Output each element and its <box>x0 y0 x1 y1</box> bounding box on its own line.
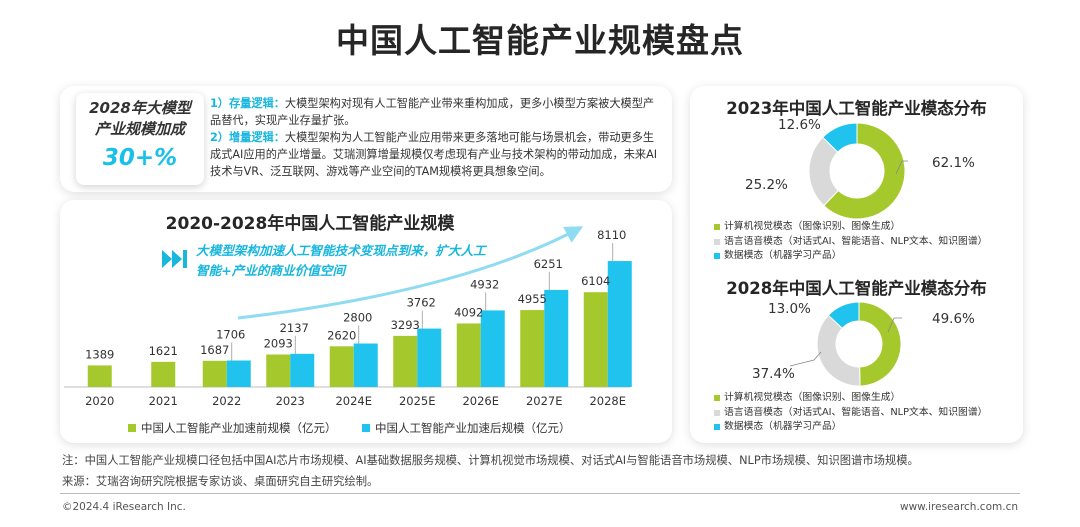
pie-2023-label-vision: 62.1% <box>932 155 975 171</box>
pie-2023-legend-data: 数据模态（机器学习产品） <box>714 249 987 264</box>
increment-logic: 2）增量逻辑：大模型架构为人工智能产业应用带来更多落地可能与场景机会，带动更多生… <box>210 131 658 178</box>
pie-2023-legend-language: 语言语音模态（对话式AI、智能语音、NLP文本、知识图谱） <box>714 235 987 250</box>
bar-before-2022 <box>202 360 227 387</box>
donut-slice-vision <box>823 122 906 220</box>
x-tick-2025E: 2025E <box>399 394 436 408</box>
bar-before-2020 <box>87 365 112 387</box>
x-tick-2021: 2021 <box>149 394 178 408</box>
pie-2023-legend: 计算机视觉模态（图像识别、图像生成） 语言语音模态（对话式AI、智能语音、NLP… <box>714 220 987 264</box>
bar-label-before-2027E: 4955 <box>518 292 547 306</box>
bar-label-after-2026E: 4932 <box>470 277 499 291</box>
bar-label-before-2022: 1687 <box>200 343 229 357</box>
bar-before-2021 <box>151 361 176 387</box>
pie-2028-label-data: 13.0% <box>768 301 811 317</box>
footer-copyright: ©2024.4 iResearch Inc. <box>62 501 186 513</box>
donut-slice-data <box>827 301 860 329</box>
trend-arrow <box>237 226 584 320</box>
bar-label-after-2027E: 6251 <box>534 257 563 271</box>
bar-after-2027E <box>544 289 569 387</box>
legend-item-before: 中国人工智能产业加速前规模（亿元） <box>128 420 337 436</box>
fast-forward-icon <box>162 250 187 268</box>
pie-2023-label-language: 25.2% <box>745 177 788 193</box>
bar-label-before-2025E: 3293 <box>391 318 420 332</box>
pie-2023-leader-lines <box>895 160 908 175</box>
bar-label-before-2024E: 2620 <box>327 328 356 342</box>
footer-divider <box>60 493 1020 494</box>
legend-item-after: 中国人工智能产业加速后规模（亿元） <box>362 420 571 436</box>
x-tick-2022: 2022 <box>212 394 241 408</box>
bar-after-2024E <box>353 343 378 387</box>
bar-label-before-2026E: 4092 <box>454 305 483 319</box>
stock-logic: 1）存量逻辑：大模型架构对现有人工智能产业带来重构加成，更多小模型方案被大模型产… <box>210 97 655 127</box>
bar-before-2025E <box>393 335 418 387</box>
legend-swatch-blue <box>362 424 370 432</box>
donut-slice-vision <box>858 301 902 387</box>
growth-badge-value: 30+% <box>102 145 178 171</box>
bar-before-2028E <box>583 292 608 387</box>
pie-2028-legend: 计算机视觉模态（图像识别、图像生成） 语言语音模态（对话式AI、智能语音、NLP… <box>714 391 987 435</box>
bar-before-2026E <box>456 323 481 387</box>
donut-2023 <box>808 122 906 220</box>
pie-2023-label-data: 12.6% <box>778 117 821 133</box>
bar-before-2023 <box>266 354 291 387</box>
pie-2028-leader-lines <box>789 317 902 367</box>
bar-chart-title: 2020-2028年中国人工智能产业规模 <box>165 214 455 234</box>
bar-label-after-2022: 1706 <box>216 328 245 342</box>
growth-badge <box>76 93 204 185</box>
x-tick-2026E: 2026E <box>462 394 499 408</box>
bar-after-2025E <box>417 328 442 387</box>
bar-label-before-2021: 1621 <box>149 344 178 358</box>
pie-2023-legend-vision: 计算机视觉模态（图像识别、图像生成） <box>714 220 987 235</box>
x-tick-2024E: 2024E <box>335 394 372 408</box>
bar-after-2028E <box>607 261 632 387</box>
pie-2023-title: 2023年中国人工智能产业模态分布 <box>726 99 987 118</box>
bar-label-after-2024E: 2800 <box>343 311 372 325</box>
donut-slice-data <box>822 122 858 153</box>
bar-before-2024E <box>329 346 354 387</box>
x-tick-2023: 2023 <box>276 394 305 408</box>
donut-slice-language <box>816 314 861 387</box>
bar-label-after-2028E: 8110 <box>597 228 626 242</box>
pie-2028-title: 2028年中国人工智能产业模态分布 <box>726 279 987 298</box>
x-tick-2020: 2020 <box>85 394 114 408</box>
bar-chart-annotation: 大模型架构加速人工智能技术变现点到来，扩大人工智能+产业的商业价值空间 <box>196 243 486 278</box>
legend-swatch-green <box>128 424 136 432</box>
bar-label-after-2025E: 3762 <box>407 296 436 310</box>
pie-2028-label-language: 37.4% <box>752 366 795 382</box>
footnote-source: 来源：艾瑞咨询研究院根据专家访谈、桌面研究自主研究绘制。 <box>62 475 379 488</box>
bar-label-after-2023: 2137 <box>280 321 309 335</box>
donut-2028 <box>816 301 902 387</box>
bar-label-before-2028E: 6104 <box>581 274 610 288</box>
pie-2028-legend-vision: 计算机视觉模态（图像识别、图像生成） <box>714 391 987 406</box>
bar-after-2023 <box>290 353 315 387</box>
logic-description: 1）存量逻辑：大模型架构对现有人工智能产业带来重构加成，更多小模型方案被大模型产… <box>210 95 665 180</box>
x-tick-2027E: 2027E <box>526 394 563 408</box>
bar-label-before-2020: 1389 <box>85 347 114 361</box>
pie-2028-legend-data: 数据模态（机器学习产品） <box>714 420 987 435</box>
bar-before-2027E <box>520 310 545 387</box>
pie-2028-legend-language: 语言语音模态（对话式AI、智能语音、NLP文本、知识图谱） <box>714 406 987 421</box>
bar-label-before-2023: 2093 <box>264 336 293 350</box>
x-tick-2028E: 2028E <box>589 394 626 408</box>
footer-website: www.iresearch.com.cn <box>899 501 1018 513</box>
page-title: 中国人工智能产业规模盘点 <box>336 21 744 60</box>
footnote-note: 注：中国人工智能产业规模口径包括中国AI芯片市场规模、AI基础数据服务规模、计算… <box>62 454 919 467</box>
pie-2028-label-vision: 49.6% <box>932 311 975 327</box>
bar-after-2022 <box>226 360 251 387</box>
bar-after-2026E <box>480 310 505 387</box>
growth-badge-label: 2028年大模型 产业规模加成 <box>89 99 191 138</box>
